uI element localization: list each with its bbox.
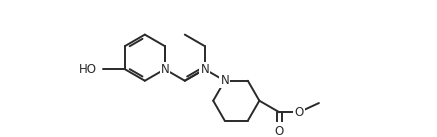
Text: N: N — [201, 63, 209, 76]
Text: HO: HO — [79, 63, 97, 76]
Text: O: O — [295, 106, 304, 119]
Text: N: N — [160, 63, 169, 76]
Text: N: N — [220, 74, 229, 87]
Text: O: O — [275, 125, 284, 137]
